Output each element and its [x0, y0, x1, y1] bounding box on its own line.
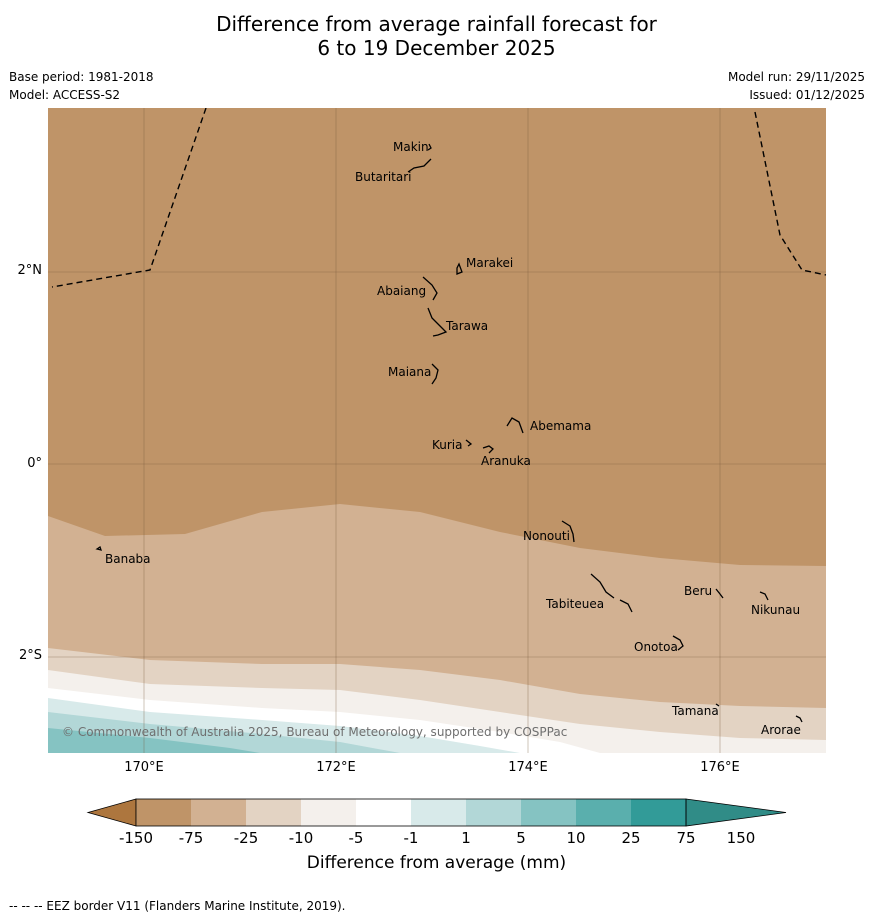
island-makin — [427, 143, 432, 151]
colorbar-cell — [521, 799, 576, 826]
place-label: Maiana — [388, 365, 431, 379]
gridlines — [48, 108, 826, 753]
meta-right: Model run: 29/11/2025 Issued: 01/12/2025 — [728, 68, 865, 104]
lat-label-2s: 2°S — [18, 648, 42, 663]
colorbar-cell — [136, 799, 191, 826]
lon-label-172e: 172°E — [316, 760, 356, 775]
island-tarawa — [427, 307, 448, 337]
colorbar-cell — [631, 799, 686, 826]
map-svg: Makin Butaritari Marakei Abaiang Tarawa … — [48, 108, 826, 753]
colorbar-cell — [576, 799, 631, 826]
meta-left: Base period: 1981-2018 Model: ACCESS-S2 — [9, 68, 154, 104]
colorbar-tick-label: -5 — [348, 829, 364, 847]
eez-footnote: -- -- -- EEZ border V11 (Flanders Marine… — [9, 899, 346, 913]
island-butaritari — [407, 158, 432, 173]
island-tabiteuea — [590, 573, 633, 613]
island-nikunau — [759, 591, 769, 601]
colorbar-cell — [466, 799, 521, 826]
island-kuria — [465, 439, 473, 447]
colorbar-extend-low — [86, 798, 137, 827]
lon-label-174e: 174°E — [508, 760, 548, 775]
lon-label-170e: 170°E — [124, 760, 164, 775]
colorbar-tick-label: 10 — [566, 829, 586, 847]
island-nonouti — [561, 520, 575, 543]
colorbar-tick-label: 75 — [676, 829, 696, 847]
colorbar-svg — [86, 798, 787, 827]
place-label: Nikunau — [751, 603, 800, 617]
colorbar-tick-label: -75 — [178, 829, 204, 847]
place-label: Arorae — [761, 723, 801, 737]
place-label: Butaritari — [355, 170, 412, 184]
place-label: Aranuka — [481, 454, 531, 468]
colorbar-tick-label: -10 — [288, 829, 314, 847]
place-label: Banaba — [105, 552, 151, 566]
colorbar-cell — [411, 799, 466, 826]
colorbar-cell — [191, 799, 246, 826]
place-label: Makin — [393, 140, 429, 154]
colorbar-ticks: -150 -75 -25 -10 -5 -1 1 5 10 25 75 150 — [0, 829, 873, 851]
place-label: Tabiteuea — [545, 597, 604, 611]
lat-label-2n: 2°N — [17, 263, 43, 278]
island-abaiang — [422, 276, 438, 301]
place-label: Nonouti — [523, 529, 570, 543]
model-run: Model run: 29/11/2025 — [727, 70, 865, 84]
place-label: Beru — [684, 584, 712, 598]
issued-date: Issued: 01/12/2025 — [749, 88, 865, 102]
place-label: Onotoa — [634, 640, 678, 654]
colorbar-tick-label: -25 — [233, 829, 259, 847]
island-beru — [715, 588, 724, 599]
colorbar-label: Difference from average (mm) — [306, 853, 567, 873]
island-tamana — [715, 703, 720, 707]
island-banaba — [95, 545, 102, 551]
place-label: Abaiang — [377, 284, 426, 298]
place-label: Tamana — [671, 704, 719, 718]
lon-label-176e: 176°E — [700, 760, 740, 775]
model-name: Model: ACCESS-S2 — [9, 88, 121, 102]
island-abemama — [506, 417, 524, 434]
colorbar-tick-label: -150 — [118, 829, 154, 847]
colorbar-cell — [301, 799, 356, 826]
place-label: Tarawa — [445, 319, 488, 333]
island-maiana — [431, 363, 439, 385]
colorbar-frame — [135, 798, 687, 827]
colorbar-cell — [246, 799, 301, 826]
title-line-1: Difference from average rainfall forecas… — [216, 12, 657, 36]
eez-border — [51, 108, 826, 288]
base-period: Base period: 1981-2018 — [9, 70, 154, 84]
colorbar-tick-label: 150 — [726, 829, 756, 847]
band-plus-10 — [48, 728, 260, 753]
colorbar-tick-label: -1 — [403, 829, 419, 847]
islands — [95, 143, 803, 723]
map-panel[interactable]: Makin Butaritari Marakei Abaiang Tarawa … — [48, 108, 826, 753]
lat-label-0: 0° — [27, 456, 42, 471]
copyright-text: © Commonwealth of Australia 2025, Bureau… — [62, 725, 567, 739]
island-marakei — [456, 262, 463, 275]
place-label: Kuria — [432, 438, 463, 452]
colorbar — [0, 790, 873, 850]
island-aranuka — [482, 445, 494, 454]
title-line-2: 6 to 19 December 2025 — [317, 36, 556, 60]
colorbar-tick-label: 25 — [621, 829, 641, 847]
colorbar-cell — [356, 799, 411, 826]
map-title: Difference from average rainfall forecas… — [0, 12, 873, 60]
place-label: Marakei — [466, 256, 513, 270]
island-arorae — [795, 715, 803, 723]
island-onotoa — [672, 635, 684, 651]
colorbar-tick-label: 5 — [516, 829, 526, 847]
place-label: Abemama — [530, 419, 591, 433]
colorbar-tick-label: 1 — [461, 829, 471, 847]
colorbar-extend-high — [685, 798, 787, 827]
